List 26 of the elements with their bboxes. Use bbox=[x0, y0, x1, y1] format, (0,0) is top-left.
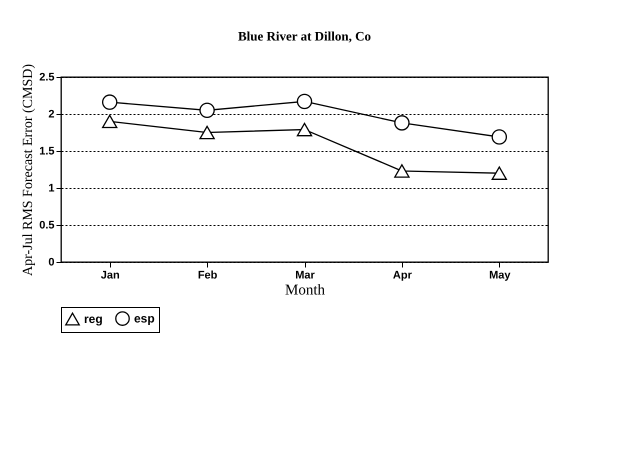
point bbox=[492, 129, 508, 145]
point bbox=[394, 164, 410, 178]
x-tick-label: Mar bbox=[295, 270, 316, 282]
x-tick-label: Jan bbox=[100, 270, 120, 282]
point bbox=[296, 122, 312, 136]
point bbox=[102, 94, 118, 110]
y-tick-label: 1.5 bbox=[39, 146, 54, 158]
y-tick-label: 0 bbox=[48, 256, 54, 268]
chart-title: Blue River at Dillon, Co bbox=[238, 28, 372, 44]
x-axis-title: Month bbox=[284, 282, 326, 298]
point bbox=[492, 166, 508, 180]
y-tick-label: 0.5 bbox=[39, 220, 54, 232]
legend-label: reg bbox=[84, 312, 103, 326]
x-tick-label: Feb bbox=[198, 270, 218, 282]
y-tick-label: 1 bbox=[48, 182, 54, 194]
point bbox=[394, 115, 410, 131]
y-axis-title: Apr-Jul RMS Forecast Error (CMSD) bbox=[21, 64, 36, 276]
point bbox=[102, 114, 118, 128]
point bbox=[199, 126, 215, 140]
point bbox=[296, 94, 312, 110]
x-tick-label: May bbox=[489, 270, 512, 282]
x-tick-label: Apr bbox=[392, 270, 413, 282]
y-tick-label: 2 bbox=[48, 108, 54, 120]
legend-label: esp bbox=[134, 312, 155, 326]
y-tick-label: 2.5 bbox=[39, 72, 54, 84]
point bbox=[199, 102, 215, 118]
